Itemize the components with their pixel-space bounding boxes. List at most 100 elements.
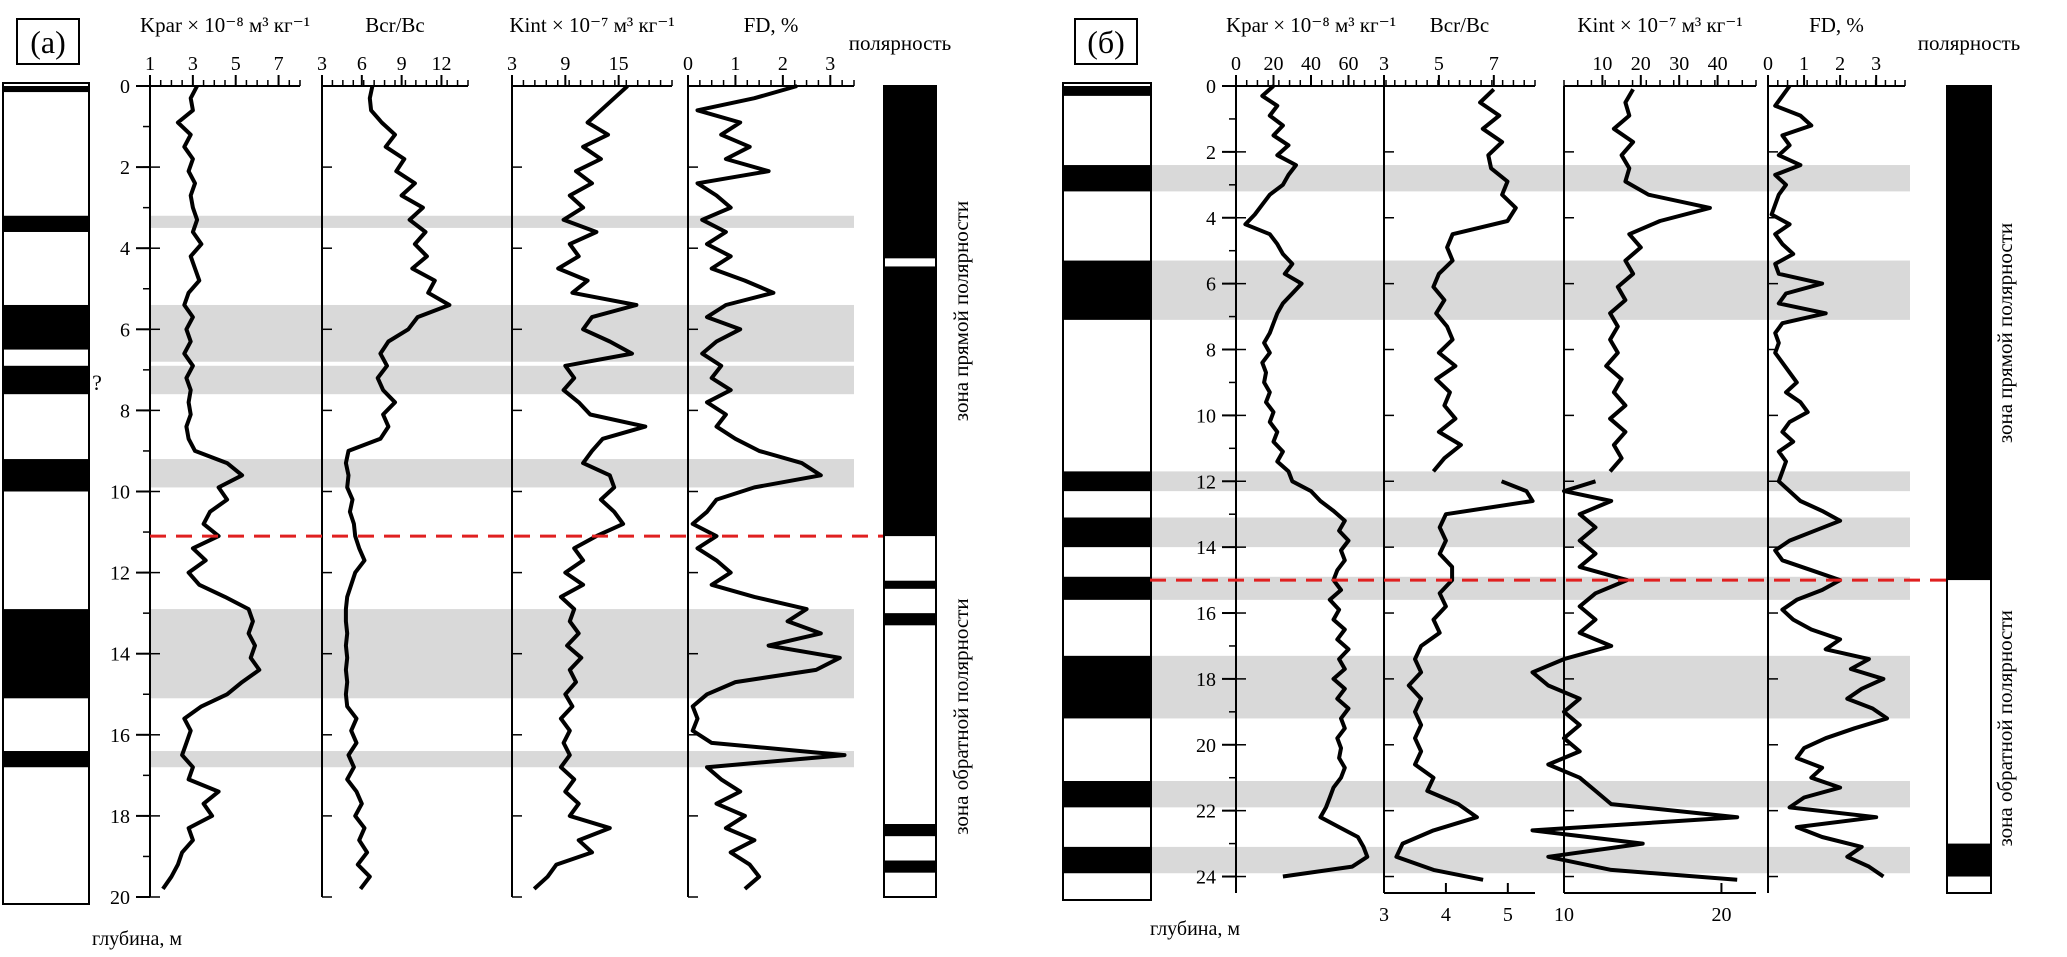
- data-line: [1243, 84, 1370, 879]
- shaded-band: [150, 459, 854, 488]
- shaded-band: [1150, 655, 1910, 719]
- depth-tick-label: 14: [110, 644, 130, 666]
- track-axis-label: FD, %: [1809, 13, 1864, 37]
- depth-tick-label: 12: [110, 563, 130, 585]
- polarity-black-segment: [884, 860, 936, 873]
- shaded-band: [1150, 846, 1910, 874]
- shaded-band: [150, 304, 854, 362]
- x-tick-label: 60: [1339, 53, 1359, 75]
- polarity-zone-label: зона обратной полярности: [1993, 610, 2017, 846]
- polarity-black-segment: [884, 580, 936, 589]
- x-tick-label: 1: [1799, 53, 1809, 75]
- data-line: [343, 85, 452, 891]
- lithology-column: [2, 82, 90, 905]
- depth-tick-label: 14: [1196, 537, 1216, 559]
- x-bottom-tick-label: 10: [1554, 904, 1574, 926]
- panel-label: (б): [1087, 24, 1125, 60]
- depth-tick-label: 8: [120, 400, 130, 422]
- data-line-lower: [1530, 479, 1740, 882]
- panel-label: (а): [30, 24, 66, 60]
- x-bottom-tick-label: 3: [1379, 904, 1389, 926]
- x-tick-label: 10: [1592, 53, 1612, 75]
- polarity-black-segment: [884, 613, 936, 626]
- x-tick-label: 30: [1669, 53, 1689, 75]
- track-axis-label: Kpar × 10⁻⁸ м³ кг⁻¹: [1226, 13, 1396, 37]
- x-bottom-tick-label: 5: [1503, 904, 1513, 926]
- polarity-title: полярность: [849, 31, 951, 55]
- depth-tick-label: 24: [1196, 867, 1216, 889]
- x-tick-label: 3: [1871, 53, 1881, 75]
- depth-tick-label: 10: [110, 482, 130, 504]
- polarity-zone-label: зона прямой полярности: [1993, 223, 2017, 443]
- depth-tick-label: 18: [1196, 669, 1216, 691]
- depth-tick-label: 0: [1206, 76, 1216, 98]
- depth-tick-label: 16: [110, 725, 130, 747]
- polarity-zone-label: зона прямой полярности: [949, 201, 973, 421]
- x-tick-label: 7: [1489, 53, 1499, 75]
- depth-tick-label: 12: [1196, 471, 1216, 493]
- x-bottom-tick-label: 4: [1441, 904, 1451, 926]
- lithology-black-layer: [1063, 781, 1151, 808]
- track-axis-label: Kint × 10⁻⁷ м³ кг⁻¹: [509, 13, 674, 37]
- x-tick-label: 6: [357, 53, 367, 75]
- track-axis-label: Bcr/Bc: [1430, 13, 1489, 37]
- depth-tick-label: 4: [120, 238, 130, 260]
- shaded-band: [1150, 781, 1910, 808]
- x-bottom-tick-label: 20: [1711, 904, 1731, 926]
- depth-tick-label: 22: [1196, 801, 1216, 823]
- lithology-black-layer: [3, 459, 89, 492]
- panel-label-box: [16, 18, 80, 65]
- x-tick-label: 3: [188, 53, 198, 75]
- polarity-black-segment: [884, 86, 936, 259]
- lithology-column: [1062, 82, 1152, 901]
- data-line: [161, 85, 262, 891]
- x-tick-label: 5: [1434, 53, 1444, 75]
- shaded-band: [150, 609, 854, 699]
- x-tick-label: 3: [1379, 53, 1389, 75]
- lithology-black-layer: [1063, 576, 1151, 600]
- x-tick-label: 40: [1301, 53, 1321, 75]
- data-line: [1604, 88, 1712, 473]
- data-line: [690, 84, 847, 891]
- depth-tick-label: 2: [1206, 142, 1216, 164]
- data-line-lower: [1394, 479, 1535, 882]
- data-line: [1769, 84, 1889, 879]
- lithology-black-layer: [1063, 165, 1151, 192]
- depth-axis-label: глубина, м: [92, 928, 182, 950]
- shaded-band: [1150, 576, 1910, 600]
- shaded-band: [150, 215, 854, 228]
- shaded-band: [1150, 471, 1910, 492]
- shaded-band: [150, 751, 854, 768]
- x-tick-label: 12: [431, 53, 451, 75]
- x-tick-label: 1: [145, 53, 155, 75]
- lithology-black-layer: [1063, 846, 1151, 874]
- data-line: [532, 84, 648, 891]
- lithology-black-layer: [3, 751, 89, 768]
- track-axis-label: Kpar × 10⁻⁸ м³ кг⁻¹: [140, 13, 310, 37]
- lithology-black-layer: [3, 86, 89, 93]
- track-axis-label: Bcr/Bc: [365, 13, 424, 37]
- x-tick-label: 40: [1708, 53, 1728, 75]
- depth-axis-label: глубина, м: [1150, 918, 1240, 940]
- x-tick-label: 2: [1835, 53, 1845, 75]
- x-tick-label: 0: [683, 53, 693, 75]
- x-tick-label: 0: [1763, 53, 1773, 75]
- x-tick-label: 20: [1631, 53, 1651, 75]
- depth-tick-label: 20: [110, 887, 130, 909]
- x-tick-label: 5: [231, 53, 241, 75]
- x-tick-label: 2: [778, 53, 788, 75]
- shaded-band: [1150, 517, 1910, 548]
- x-tick-label: 3: [825, 53, 835, 75]
- depth-tick-label: 2: [120, 157, 130, 179]
- x-tick-label: 9: [560, 53, 570, 75]
- lithology-black-layer: [1063, 471, 1151, 492]
- lithology-black-layer: [3, 215, 89, 232]
- shaded-band: [1150, 260, 1910, 320]
- x-tick-label: 15: [609, 53, 629, 75]
- x-tick-label: 9: [397, 53, 407, 75]
- x-tick-label: 1: [730, 53, 740, 75]
- lithology-black-layer: [1063, 655, 1151, 719]
- x-tick-label: 20: [1264, 53, 1284, 75]
